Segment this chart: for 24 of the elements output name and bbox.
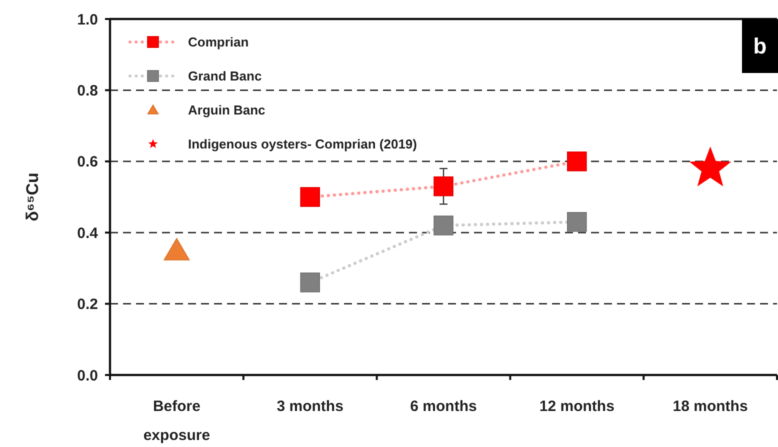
y-tick-label: 0.0 <box>77 367 98 384</box>
y-tick-label: 0.2 <box>77 296 98 314</box>
point <box>300 187 320 207</box>
legend-label: Comprian <box>188 34 249 50</box>
y-axis-title: δ⁶⁵Cu <box>23 172 42 222</box>
point <box>567 212 587 232</box>
point <box>567 152 587 172</box>
x-tick-label: Before exposure <box>143 398 210 444</box>
y-tick-label: 0.4 <box>77 224 99 242</box>
legend-label: Arguin Banc <box>188 102 266 118</box>
legend-label: Indigenous oysters- Comprian (2019) <box>188 136 417 152</box>
x-tick-label: 18 months <box>672 398 748 415</box>
point <box>434 176 454 196</box>
x-tick-label: 6 months <box>410 398 477 415</box>
point <box>300 272 320 292</box>
y-tick-label: 0.8 <box>77 82 98 100</box>
y-tick-label: 0.6 <box>77 154 98 171</box>
x-tick-label: 12 months <box>539 398 614 415</box>
legend-label: Grand Banc <box>188 68 262 84</box>
point <box>434 216 454 236</box>
x-tick-label: 3 months <box>276 398 344 415</box>
point <box>164 238 190 260</box>
annotation: b <box>753 34 767 59</box>
y-tick-label: 1.0 <box>77 11 98 28</box>
